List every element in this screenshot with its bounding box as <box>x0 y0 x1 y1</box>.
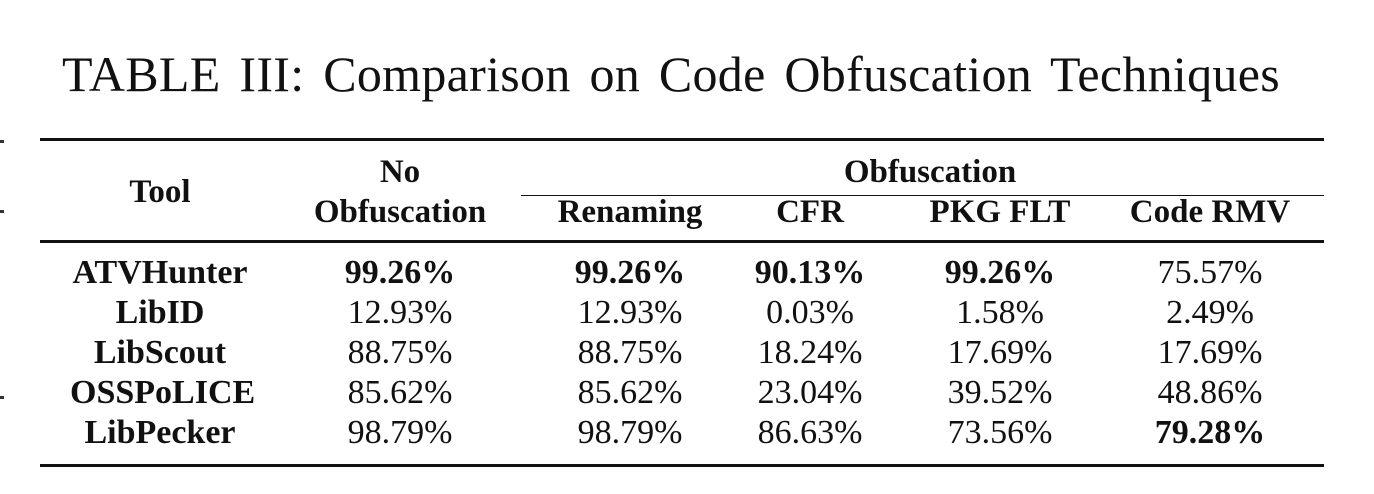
header-code-rmv: Code RMV <box>1129 194 1291 230</box>
row-tool: LibScout <box>93 334 227 371</box>
cell-no-obfuscation: 12.93% <box>347 294 453 331</box>
cell-cfr: 90.13% <box>754 254 866 291</box>
margin-mark <box>0 210 4 213</box>
header-tool: Tool <box>129 174 191 210</box>
row-tool: LibID <box>115 294 205 331</box>
cell-code-rmv: 79.28% <box>1154 414 1266 451</box>
cell-code-rmv: 2.49% <box>1166 294 1254 331</box>
table-caption: TABLE III: Comparison on Code Obfuscatio… <box>62 46 1280 102</box>
header-pkg-flt: PKG FLT <box>929 194 1071 230</box>
cell-renaming: 12.93% <box>577 294 683 331</box>
cell-cfr: 0.03% <box>766 294 854 331</box>
margin-mark <box>0 396 4 399</box>
cell-cfr: 23.04% <box>757 374 863 411</box>
cell-renaming: 88.75% <box>577 334 683 371</box>
cell-no-obfuscation: 85.62% <box>347 374 453 411</box>
cell-pkg-flt: 17.69% <box>947 334 1053 371</box>
bottom-rule <box>40 464 1324 467</box>
header-cfr: CFR <box>776 194 844 230</box>
margin-mark <box>0 140 4 143</box>
cell-code-rmv: 48.86% <box>1157 374 1263 411</box>
header-rule <box>40 240 1324 243</box>
cell-renaming: 98.79% <box>577 414 683 451</box>
top-rule <box>40 138 1324 141</box>
obfuscation-subrule <box>521 195 1324 196</box>
cell-pkg-flt: 99.26% <box>944 254 1056 291</box>
header-no-obfuscation-line2: Obfuscation <box>313 194 487 230</box>
cell-pkg-flt: 39.52% <box>947 374 1053 411</box>
cell-renaming: 85.62% <box>577 374 683 411</box>
cell-no-obfuscation: 98.79% <box>347 414 453 451</box>
cell-pkg-flt: 73.56% <box>947 414 1053 451</box>
cell-code-rmv: 17.69% <box>1157 334 1263 371</box>
cell-code-rmv: 75.57% <box>1157 254 1263 291</box>
header-obfuscation: Obfuscation <box>843 154 1017 190</box>
row-tool: ATVHunter <box>72 254 248 291</box>
cell-no-obfuscation: 88.75% <box>347 334 453 371</box>
header-renaming: Renaming <box>557 194 703 230</box>
cell-cfr: 86.63% <box>757 414 863 451</box>
header-no-obfuscation-line1: No <box>379 154 421 190</box>
row-tool: OSSPoLICE <box>70 374 256 411</box>
cell-cfr: 18.24% <box>757 334 863 371</box>
row-tool: LibPecker <box>84 414 236 451</box>
cell-pkg-flt: 1.58% <box>956 294 1044 331</box>
cell-renaming: 99.26% <box>574 254 686 291</box>
cell-no-obfuscation: 99.26% <box>344 254 456 291</box>
